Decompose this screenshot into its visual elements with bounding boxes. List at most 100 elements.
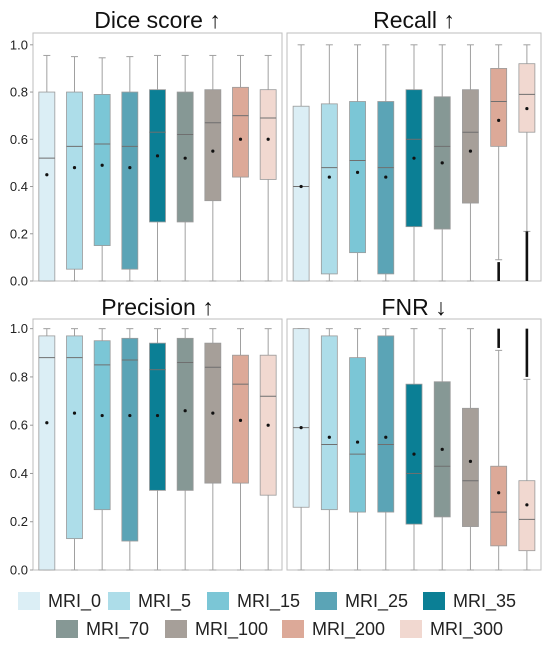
legend: MRI_0 MRI_5 MRI_15 MRI_25 MRI_35 MRI_70 MRI_1… (0, 588, 550, 647)
legend-row: MRI_70 MRI_100 MRI_200 MRI_300 (0, 618, 550, 644)
chart-title: Precision ↑ (101, 294, 213, 320)
chart-title: Recall ↑ (373, 7, 455, 33)
legend-item: MRI_70 (56, 618, 149, 640)
box-MRI_300 (518, 480, 536, 552)
box-MRI_15 (93, 94, 111, 246)
mean-marker (155, 154, 160, 158)
mean-marker (497, 118, 501, 122)
legend-item: MRI_15 (207, 590, 300, 612)
box-MRI_200 (232, 86, 249, 178)
y-tick-label: 0.8 (10, 369, 28, 384)
legend-swatch (423, 592, 445, 610)
box-MRI_0 (292, 328, 310, 508)
legend-item: MRI_0 (18, 590, 101, 612)
mean-marker (525, 503, 529, 507)
mean-marker (45, 173, 49, 177)
box-MRI_200 (490, 465, 508, 547)
chart-panel: Dice score ↑ 0.0 0.2 0.4 0.6 0.8 1.0 (10, 7, 283, 289)
box-MRI_25 (377, 101, 395, 275)
legend-swatch (400, 620, 422, 638)
legend-swatch (315, 592, 337, 610)
mean-marker (238, 137, 243, 141)
mean-marker (299, 184, 303, 189)
box-MRI_15 (93, 340, 111, 511)
legend-label: MRI_0 (48, 590, 102, 611)
y-tick-label: 0.0 (10, 563, 28, 578)
legend-swatch (108, 592, 130, 610)
y-tick-label: 0.2 (10, 514, 28, 529)
legend-item: MRI_100 (165, 618, 268, 640)
box-MRI_15 (349, 357, 366, 513)
legend-row: MRI_0 MRI_5 MRI_15 MRI_25 MRI_35 (0, 590, 550, 616)
legend-swatch (165, 620, 187, 638)
box-MRI_100 (204, 89, 222, 202)
box-MRI_100 (462, 89, 479, 204)
legend-item: MRI_35 (423, 590, 516, 612)
mean-marker (72, 411, 77, 415)
mean-marker (327, 175, 331, 179)
box-MRI_5 (66, 91, 83, 270)
mean-marker (266, 423, 270, 427)
box-MRI_5 (66, 335, 83, 540)
legend-swatch (282, 620, 304, 638)
mean-marker (183, 156, 187, 160)
y-tick-label: 0.8 (10, 85, 28, 100)
y-tick-label: 1.0 (10, 37, 28, 52)
box-MRI_15 (349, 101, 366, 254)
legend-label: MRI_25 (345, 590, 409, 611)
box-MRI_70 (176, 337, 194, 491)
y-tick-label: 0.0 (10, 274, 28, 289)
mean-marker (412, 452, 416, 456)
legend-item: MRI_5 (108, 590, 191, 612)
mean-marker (128, 166, 132, 170)
box-MRI_300 (259, 89, 277, 180)
legend-label: MRI_300 (430, 618, 504, 639)
chart-panel: Recall ↑ (286, 7, 542, 282)
mean-marker (72, 166, 77, 170)
mean-marker (155, 413, 160, 418)
mean-marker (412, 156, 416, 160)
legend-item: MRI_25 (315, 590, 408, 612)
legend-swatch (207, 592, 229, 610)
y-tick-label: 1.0 (10, 321, 28, 336)
legend-swatch (56, 620, 78, 638)
mean-marker (266, 137, 270, 141)
box-MRI_100 (462, 407, 479, 527)
mean-marker (299, 426, 303, 430)
legend-item: MRI_200 (282, 618, 385, 640)
box-MRI_5 (320, 335, 338, 511)
mean-marker (100, 413, 104, 418)
mean-marker (211, 149, 215, 153)
box-MRI_0 (38, 335, 56, 571)
mean-marker (497, 491, 501, 495)
chart-title: FNR ↓ (381, 294, 446, 320)
mean-marker (355, 440, 360, 444)
box-MRI_0 (38, 91, 56, 282)
legend-label: MRI_5 (138, 590, 192, 611)
mean-marker (100, 163, 104, 167)
mean-marker (468, 149, 473, 153)
mean-marker (384, 175, 388, 179)
mean-marker (327, 435, 331, 439)
chart-title: Dice score ↑ (94, 7, 221, 33)
y-tick-label: 0.2 (10, 226, 28, 241)
legend-item: MRI_300 (400, 618, 503, 640)
y-tick-label: 0.6 (10, 132, 28, 147)
mean-marker (128, 413, 132, 418)
mean-marker (525, 106, 529, 111)
mean-marker (468, 459, 473, 463)
mean-marker (238, 418, 243, 422)
box-MRI_5 (320, 103, 338, 275)
box-MRI_25 (121, 337, 139, 542)
box-MRI_300 (518, 63, 536, 133)
chart-panel: FNR ↓ (286, 294, 542, 571)
mean-marker (211, 411, 215, 415)
y-tick-label: 0.4 (10, 179, 28, 194)
legend-label: MRI_100 (195, 618, 269, 639)
box-MRI_0 (292, 105, 310, 282)
mean-marker (384, 435, 388, 439)
box-MRI_200 (490, 68, 508, 147)
y-tick-label: 0.6 (10, 418, 28, 433)
box-plot-figure: Dice score ↑ 0.0 0.2 0.4 0.6 0.8 1.0 Recall ↑ Pr… (10, 7, 542, 578)
box-MRI_25 (377, 335, 395, 513)
